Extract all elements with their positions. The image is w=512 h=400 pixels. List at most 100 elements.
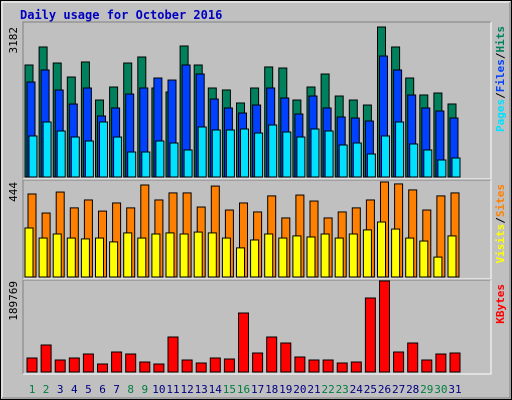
x-tick-label: 8	[127, 383, 134, 396]
bar	[169, 142, 179, 178]
bar	[141, 151, 151, 178]
legend: Visits/Sites	[494, 184, 507, 264]
bar	[240, 128, 249, 178]
bar	[139, 361, 151, 373]
bar	[264, 233, 274, 278]
bar	[292, 235, 302, 278]
x-tick-label: 24	[350, 383, 364, 396]
bar	[395, 121, 405, 178]
x-tick-label: 16	[237, 383, 250, 396]
bar	[113, 136, 123, 178]
bar	[24, 227, 34, 278]
x-tick-label: 11	[166, 383, 179, 396]
bar	[268, 124, 278, 178]
x-tick-label: 3	[57, 383, 64, 396]
bar	[211, 129, 221, 178]
bar	[223, 358, 235, 373]
bar	[42, 121, 52, 178]
x-tick-label: 22	[321, 383, 334, 396]
bar	[334, 237, 344, 278]
legend-separator: /	[494, 52, 507, 59]
x-tick-label: 2	[43, 383, 50, 396]
bar	[155, 140, 165, 178]
bar	[419, 240, 429, 278]
bar	[56, 130, 66, 178]
bar	[350, 361, 362, 373]
y-tick-label: 3182	[7, 27, 20, 54]
bar	[322, 359, 334, 373]
x-tick-label: 25	[364, 383, 377, 396]
bar	[310, 128, 320, 178]
bar	[80, 238, 90, 278]
bar	[52, 233, 62, 278]
x-tick-label: 29	[420, 383, 433, 396]
bevel	[23, 280, 492, 375]
x-tick-label: 10	[152, 383, 165, 396]
x-tick-label: 14	[209, 383, 223, 396]
bar	[252, 352, 264, 373]
legend-separator: /	[494, 92, 507, 99]
bar	[167, 336, 179, 373]
legend-entry: Pages	[494, 99, 507, 132]
x-tick-label: 6	[99, 383, 106, 396]
bar	[381, 135, 390, 178]
bar	[250, 239, 260, 278]
legend-entry: Visits	[494, 224, 507, 264]
x-tick-label: 31	[448, 383, 461, 396]
x-tick-label: 21	[307, 383, 320, 396]
bar	[238, 312, 249, 373]
x-tick-label: 4	[71, 383, 78, 396]
bar	[366, 153, 376, 178]
bar	[183, 149, 193, 178]
bar	[433, 256, 443, 278]
x-tick-label: 20	[293, 383, 306, 396]
x-tick-label: 1	[29, 383, 36, 396]
bar	[82, 353, 94, 373]
bar	[324, 130, 334, 178]
bar	[151, 233, 161, 278]
x-tick-label: 23	[336, 383, 349, 396]
bar	[125, 353, 137, 373]
x-tick-label: 13	[195, 383, 208, 396]
bar	[84, 140, 94, 178]
bar	[320, 233, 330, 278]
bar	[407, 342, 419, 373]
bar	[95, 237, 104, 278]
bar	[123, 232, 133, 278]
x-tick-label: 18	[265, 383, 278, 396]
bar	[254, 132, 264, 178]
bar	[197, 126, 207, 178]
bar	[449, 352, 461, 373]
legend: KBytes	[494, 284, 507, 324]
bar	[66, 237, 76, 278]
x-tick-label: 19	[279, 383, 292, 396]
bar	[451, 157, 461, 178]
x-tick-label: 15	[223, 383, 236, 396]
bar	[68, 357, 80, 373]
x-tick-label: 28	[406, 383, 419, 396]
x-tick-label: 27	[392, 383, 405, 396]
bar	[165, 232, 175, 278]
bevel	[23, 22, 492, 180]
bar	[111, 351, 123, 373]
bar	[225, 129, 235, 178]
bar	[391, 228, 401, 278]
bar	[99, 121, 108, 178]
bar	[379, 280, 390, 373]
bar	[236, 247, 245, 278]
legend-separator: /	[494, 217, 507, 224]
x-tick-label: 17	[251, 383, 264, 396]
bevel	[22, 279, 491, 374]
bar	[308, 359, 320, 373]
bar	[336, 362, 348, 373]
x-tick-label: 9	[141, 383, 148, 396]
bar	[421, 359, 433, 373]
bevel	[22, 179, 491, 279]
bar	[70, 136, 80, 178]
x-tick-label: 5	[85, 383, 92, 396]
legend-entry: Sites	[494, 184, 507, 217]
bar	[377, 221, 386, 278]
bar	[221, 237, 231, 278]
bar	[195, 362, 207, 373]
